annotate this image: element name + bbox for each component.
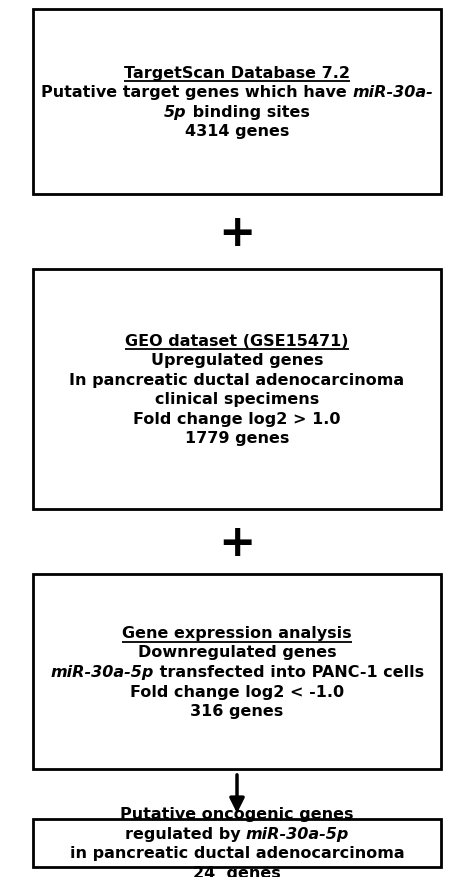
Text: 5p: 5p: [164, 104, 187, 119]
Bar: [33, 10, 441, 195]
Bar: [33, 574, 441, 769]
Text: +: +: [219, 521, 255, 564]
Text: binding sites: binding sites: [187, 104, 310, 119]
Text: 1779 genes: 1779 genes: [185, 431, 289, 446]
Text: Upregulated genes: Upregulated genes: [151, 353, 323, 367]
Bar: [33, 270, 441, 510]
Text: 4314 genes: 4314 genes: [185, 125, 289, 139]
Text: Putative oncogenic genes: Putative oncogenic genes: [120, 806, 354, 822]
Text: clinical specimens: clinical specimens: [155, 392, 319, 407]
Text: TargetScan Database 7.2: TargetScan Database 7.2: [124, 66, 350, 81]
Text: Fold change log2 < -1.0: Fold change log2 < -1.0: [130, 684, 344, 699]
Text: miR-30a-5p: miR-30a-5p: [50, 664, 154, 679]
Text: 316 genes: 316 genes: [191, 703, 283, 718]
Text: In pancreatic ductal adenocarcinoma: In pancreatic ductal adenocarcinoma: [69, 373, 405, 388]
Text: GEO dataset (GSE15471): GEO dataset (GSE15471): [125, 333, 349, 348]
Text: regulated by: regulated by: [125, 826, 246, 841]
Text: miR-30a-5p: miR-30a-5p: [246, 826, 349, 841]
Bar: [33, 819, 441, 867]
Text: transfected into PANC-1 cells: transfected into PANC-1 cells: [154, 664, 424, 679]
Text: in pancreatic ductal adenocarcinoma: in pancreatic ductal adenocarcinoma: [70, 845, 404, 860]
Text: miR-30a-: miR-30a-: [352, 85, 433, 100]
Text: Fold change log2 > 1.0: Fold change log2 > 1.0: [133, 411, 341, 426]
Text: Gene expression analysis: Gene expression analysis: [122, 625, 352, 640]
Text: 24  genes: 24 genes: [193, 865, 281, 877]
Text: Downregulated genes: Downregulated genes: [137, 645, 337, 660]
Text: +: +: [219, 211, 255, 254]
Text: Putative target genes which have: Putative target genes which have: [41, 85, 352, 100]
